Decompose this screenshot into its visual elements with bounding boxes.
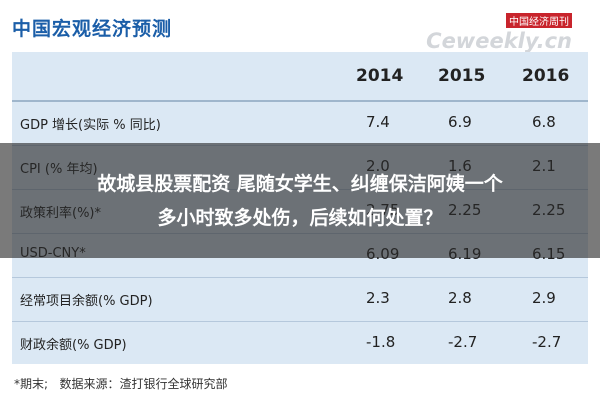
- watermark: 中国经济周刊 Ceweekly.cn: [426, 10, 572, 53]
- cell-value: 2.8: [448, 289, 472, 307]
- column-header: 2015: [438, 66, 486, 86]
- cell-value: -1.8: [366, 333, 396, 351]
- header-row: 2014 2015 2016: [12, 52, 588, 102]
- cell-value: -2.7: [532, 333, 562, 351]
- table-row: 财政余额(% GDP) -1.8 -2.7 -2.7: [12, 322, 588, 365]
- watermark-brand: Ceweekly.cn: [426, 29, 572, 53]
- footnote: *期末; 数据来源：渣打银行全球研究部: [14, 377, 228, 391]
- cell-value: 6.8: [532, 113, 556, 131]
- headline-overlay: 故城县股票配资 尾随女学生、纠缠保洁阿姨一个 多小时致多处伤，后续如何处置？: [0, 143, 600, 258]
- watermark-top: 中国经济周刊: [506, 13, 572, 28]
- cell-value: 7.4: [366, 113, 390, 131]
- cell-value: 6.9: [448, 113, 472, 131]
- row-label: 财政余额(% GDP): [20, 338, 127, 353]
- cell-value: 2.3: [366, 289, 390, 307]
- title: 中国宏观经济预测: [12, 18, 173, 40]
- row-label: GDP 增长(实际 % 同比): [20, 118, 161, 133]
- row-label: 经常项目余额(% GDP): [20, 294, 153, 309]
- table-row: 经常项目余额(% GDP) 2.3 2.8 2.9: [12, 278, 588, 322]
- headline-line: 故城县股票配资 尾随女学生、纠缠保洁阿姨一个: [97, 172, 503, 195]
- cell-value: -2.7: [448, 333, 478, 351]
- column-header: 2014: [356, 66, 404, 86]
- column-header: 2016: [522, 66, 570, 86]
- headline-line: 多小时致多处伤，后续如何处置？: [157, 206, 443, 229]
- cell-value: 2.9: [532, 289, 556, 307]
- table-row: GDP 增长(实际 % 同比) 7.4 6.9 6.8: [12, 102, 588, 146]
